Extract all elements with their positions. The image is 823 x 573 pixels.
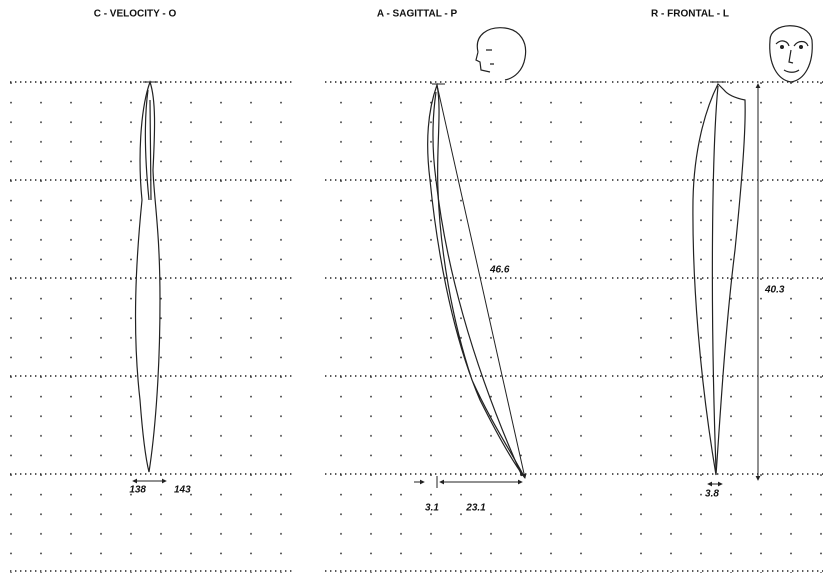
measure-label: 40.3 bbox=[764, 285, 785, 296]
jaw-tracking: C - VELOCITY - O A - SAGITTAL - P R - FR… bbox=[0, 0, 823, 573]
measure-label: 143 bbox=[174, 485, 191, 496]
panel-title: R - FRONTAL - L bbox=[651, 9, 729, 20]
measure-label: 3.8 bbox=[705, 489, 719, 500]
panel-title: C - VELOCITY - O bbox=[94, 9, 177, 20]
measure-label: 23.1 bbox=[465, 503, 486, 514]
panel-title: A - SAGITTAL - P bbox=[377, 9, 458, 20]
measure-label: 138 bbox=[129, 485, 146, 496]
grid bbox=[10, 82, 823, 573]
measure-label: 46.6 bbox=[489, 265, 510, 276]
measure-label: 3.1 bbox=[425, 503, 439, 514]
